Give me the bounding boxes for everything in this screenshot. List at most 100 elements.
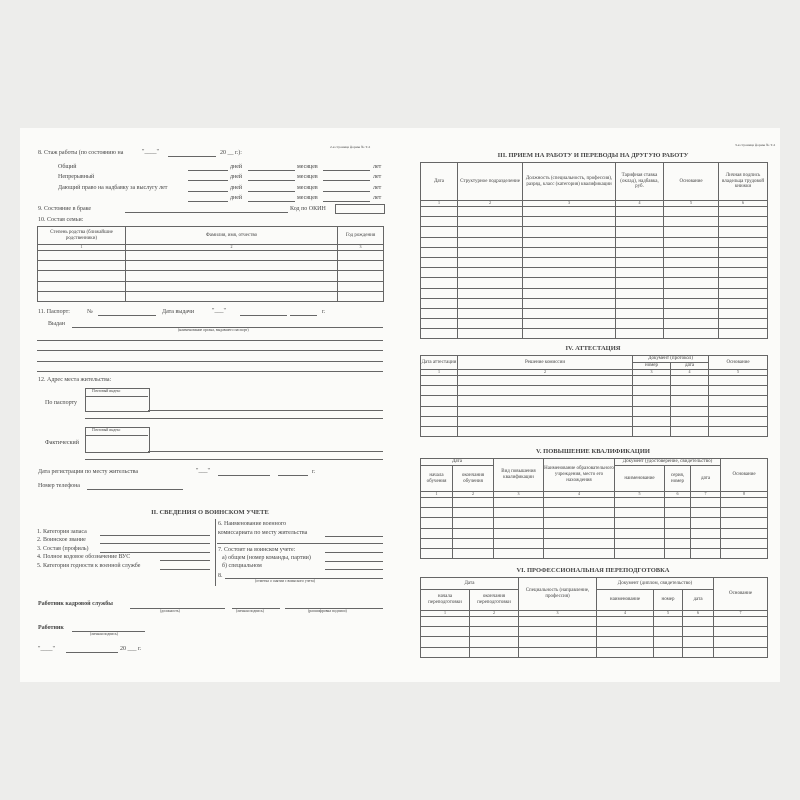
table-cell[interactable] [596, 615, 654, 628]
issued-line[interactable] [37, 371, 383, 372]
table-cell[interactable] [718, 226, 768, 238]
table-cell[interactable] [682, 636, 714, 648]
table-cell[interactable] [125, 260, 338, 272]
table-cell[interactable] [420, 646, 470, 658]
table-cell[interactable] [718, 318, 768, 330]
table-cell[interactable] [420, 328, 458, 340]
hr-position-field[interactable] [130, 608, 225, 609]
table-cell[interactable] [663, 236, 719, 248]
months-field[interactable] [248, 200, 295, 202]
table-cell[interactable] [689, 507, 722, 519]
issued-line[interactable] [37, 361, 383, 362]
months-field[interactable] [248, 170, 295, 171]
years-field[interactable] [323, 190, 370, 192]
table-cell[interactable] [653, 636, 683, 648]
table-cell[interactable] [125, 249, 338, 262]
table-cell[interactable] [615, 318, 664, 330]
table-cell[interactable] [664, 496, 691, 509]
table-cell[interactable] [522, 246, 616, 258]
table-cell[interactable] [615, 216, 664, 228]
table-cell[interactable] [720, 537, 769, 549]
table-cell[interactable] [663, 318, 719, 330]
table-cell[interactable] [457, 318, 523, 330]
table-cell[interactable] [596, 626, 654, 638]
table-cell[interactable] [708, 425, 768, 438]
table-cell[interactable] [420, 626, 470, 638]
table-cell[interactable] [469, 615, 519, 628]
table-cell[interactable] [420, 374, 458, 387]
table-cell[interactable] [337, 290, 384, 302]
postal-box[interactable] [85, 427, 150, 453]
table-cell[interactable] [718, 287, 768, 299]
table-cell[interactable] [420, 287, 458, 299]
table-cell[interactable] [518, 626, 597, 638]
general-field[interactable] [325, 561, 383, 562]
table-cell[interactable] [420, 277, 458, 289]
table-cell[interactable] [420, 226, 458, 238]
table-cell[interactable] [522, 226, 616, 238]
sign-day[interactable]: "____" [38, 646, 55, 652]
table-cell[interactable] [670, 405, 709, 417]
military-item-field[interactable] [100, 551, 210, 553]
table-cell[interactable] [718, 277, 768, 289]
marital-field[interactable] [125, 212, 288, 213]
table-cell[interactable] [670, 395, 709, 407]
table-cell[interactable] [663, 297, 719, 309]
table-cell[interactable] [457, 374, 633, 387]
table-cell[interactable] [614, 547, 665, 560]
table-cell[interactable] [653, 615, 683, 628]
table-cell[interactable] [37, 270, 126, 282]
table-cell[interactable] [457, 246, 523, 258]
table-cell[interactable] [713, 646, 768, 658]
table-cell[interactable] [708, 415, 768, 427]
table-cell[interactable] [632, 374, 671, 387]
table-cell[interactable] [670, 425, 709, 438]
table-cell[interactable] [615, 256, 664, 269]
table-cell[interactable] [718, 205, 768, 218]
table-cell[interactable] [663, 307, 719, 320]
table-cell[interactable] [653, 646, 683, 658]
table-cell[interactable] [708, 405, 768, 417]
table-cell[interactable] [713, 636, 768, 648]
table-cell[interactable] [632, 415, 671, 427]
table-cell[interactable] [632, 425, 671, 438]
table-cell[interactable] [522, 216, 616, 228]
table-cell[interactable] [663, 226, 719, 238]
table-cell[interactable] [720, 496, 769, 509]
table-cell[interactable] [615, 226, 664, 238]
table-cell[interactable] [543, 547, 615, 560]
issued-line[interactable] [37, 350, 383, 351]
table-cell[interactable] [596, 636, 654, 648]
table-cell[interactable] [125, 270, 338, 282]
table-cell[interactable] [518, 646, 597, 658]
military-item-field[interactable] [100, 535, 210, 536]
table-cell[interactable] [420, 205, 458, 218]
table-cell[interactable] [664, 517, 691, 529]
table-cell[interactable] [420, 267, 458, 279]
actual-address-field[interactable] [148, 451, 383, 452]
commissariat-field[interactable] [325, 536, 383, 537]
table-cell[interactable] [493, 496, 544, 509]
table-cell[interactable] [664, 527, 691, 539]
table-cell[interactable] [720, 507, 769, 519]
issued-line[interactable] [37, 340, 383, 341]
table-cell[interactable] [452, 537, 494, 549]
table-cell[interactable] [615, 307, 664, 320]
table-cell[interactable] [457, 297, 523, 309]
table-cell[interactable] [615, 205, 664, 218]
table-cell[interactable] [420, 636, 470, 648]
table-cell[interactable] [125, 280, 338, 292]
table-cell[interactable] [493, 537, 544, 549]
table-cell[interactable] [452, 547, 494, 560]
days-field[interactable] [188, 200, 228, 202]
table-cell[interactable] [457, 267, 523, 279]
passport-month-field[interactable] [240, 315, 287, 316]
table-cell[interactable] [420, 425, 458, 438]
table-cell[interactable] [469, 626, 519, 638]
table-cell[interactable] [663, 216, 719, 228]
table-cell[interactable] [522, 297, 616, 309]
table-cell[interactable] [653, 626, 683, 638]
table-cell[interactable] [670, 385, 709, 397]
table-cell[interactable] [718, 246, 768, 258]
table-cell[interactable] [420, 517, 453, 529]
